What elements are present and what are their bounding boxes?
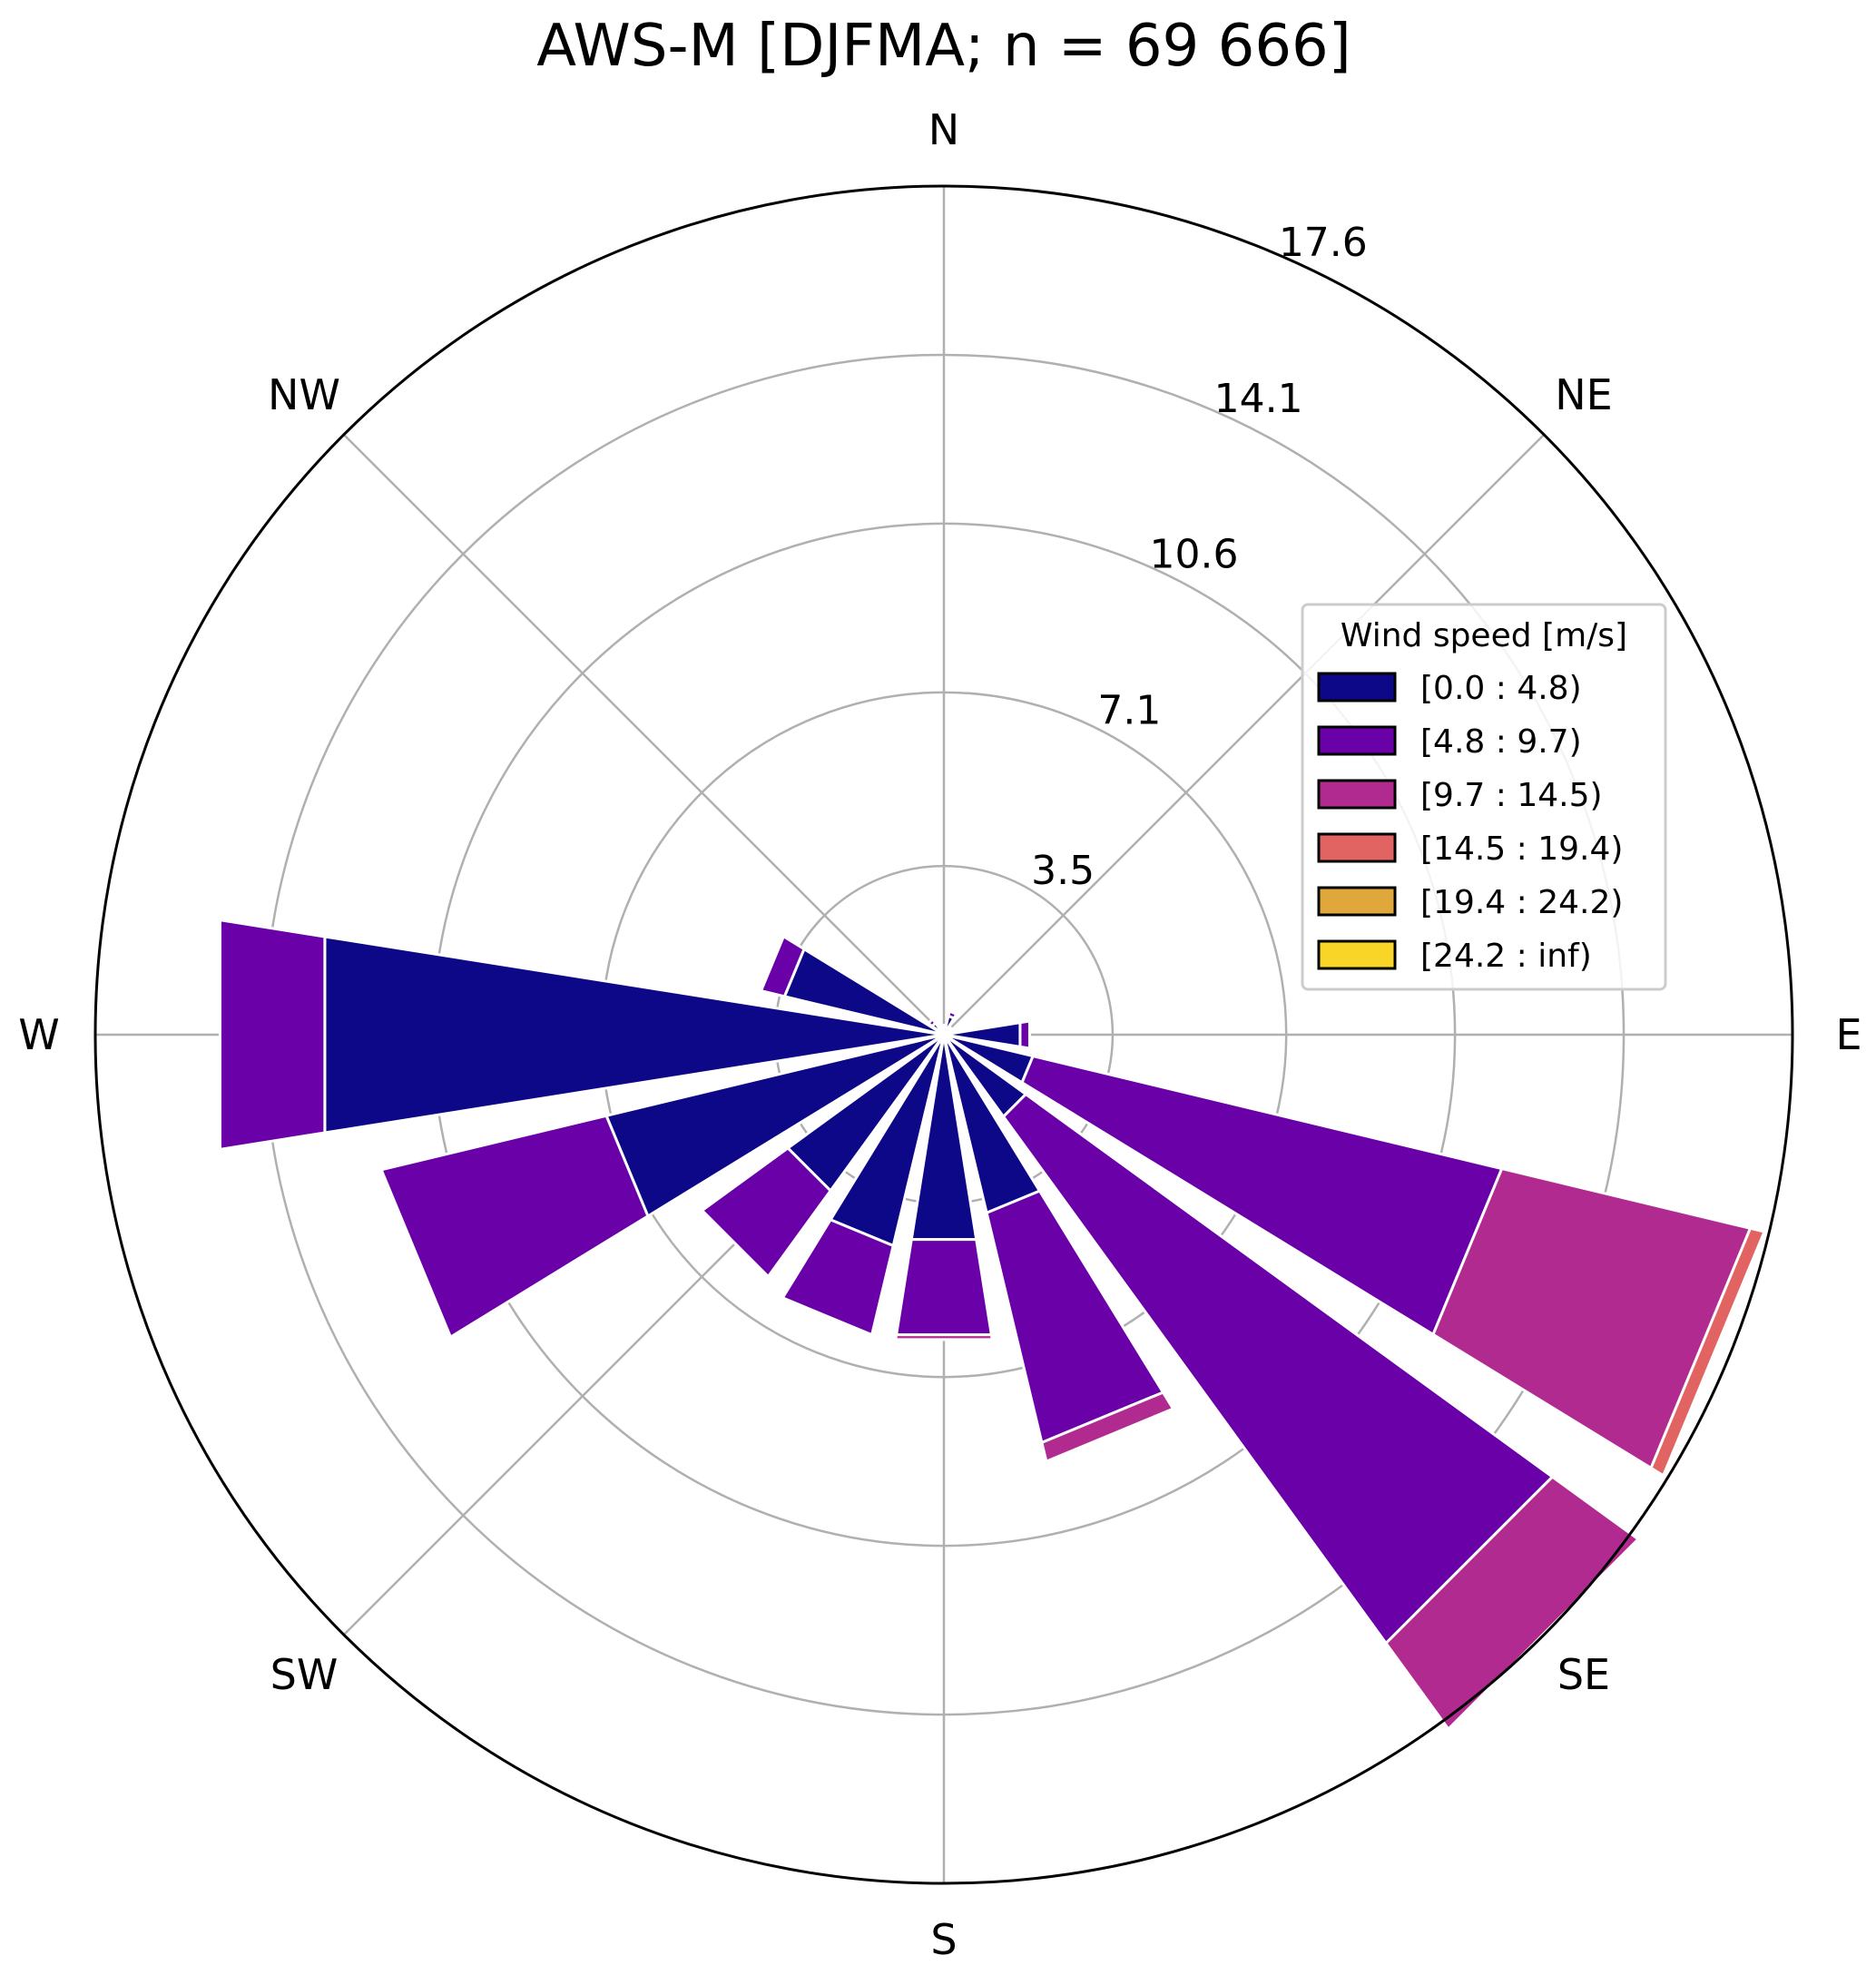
radial-tick-labels: 3.5 7.1 10.6 14.1 17.6 xyxy=(1031,220,1368,894)
wind-bar-segment xyxy=(781,1217,895,1337)
direction-label: N xyxy=(928,105,959,154)
legend-label: [14.5 : 19.4) xyxy=(1420,830,1623,868)
direction-label: NE xyxy=(1555,370,1612,419)
wind-bar-segment xyxy=(700,1145,833,1279)
wind-bar-segment xyxy=(379,1114,650,1340)
legend-title: Wind speed [m/s] xyxy=(1341,617,1627,654)
grid-spoke xyxy=(342,433,945,1036)
legend-label: [4.8 : 9.7) xyxy=(1420,723,1582,761)
direction-label: SW xyxy=(270,1650,339,1699)
wind-bar-segment xyxy=(894,1238,994,1337)
legend-label: [24.2 : inf) xyxy=(1420,938,1592,975)
wind-bar-segment xyxy=(1649,1226,1767,1478)
legend-swatch xyxy=(1317,939,1397,970)
wind-bar-segment xyxy=(759,934,806,998)
grid-spoke xyxy=(943,433,1546,1036)
direction-label: E xyxy=(1835,1010,1861,1059)
direction-label: NW xyxy=(268,370,340,419)
chart-title: AWS-M [DJFMA; n = 69 666] xyxy=(536,13,1351,80)
direction-label: S xyxy=(930,1915,957,1964)
radial-tick-label: 10.6 xyxy=(1150,532,1239,578)
radial-tick-label: 3.5 xyxy=(1031,848,1095,894)
legend-entries: [0.0 : 4.8) [4.8 : 9.7) [9.7 : 14.5) [14.5 … xyxy=(1317,670,1623,975)
radial-tick-label: 14.1 xyxy=(1214,376,1303,422)
legend-label: [0.0 : 4.8) xyxy=(1420,670,1582,707)
direction-label: W xyxy=(18,1010,59,1059)
legend-swatch xyxy=(1317,779,1397,810)
wind-bar-segment xyxy=(1040,1390,1175,1464)
wind-bar-segment xyxy=(939,1027,946,1036)
radial-tick-label: 17.6 xyxy=(1279,220,1368,266)
direction-label: SE xyxy=(1557,1650,1610,1699)
wind-bar-segment xyxy=(926,1017,938,1028)
legend-label: [19.4 : 24.2) xyxy=(1420,884,1623,921)
legend-swatch xyxy=(1317,672,1397,703)
legend-swatch xyxy=(1317,886,1397,917)
radial-tick-label: 7.1 xyxy=(1097,688,1161,734)
wind-bar-segment xyxy=(947,1009,959,1020)
legend-swatch xyxy=(1317,832,1397,863)
wind-bar-segment xyxy=(218,918,327,1152)
legend: Wind speed [m/s] [0.0 : 4.8)[4.8 : 9.7)[… xyxy=(1301,603,1667,991)
wind-bar-segment xyxy=(894,1333,994,1341)
outer-frame xyxy=(93,184,1794,1885)
legend-swatch xyxy=(1317,725,1397,756)
wind-rose-bars xyxy=(218,918,1767,1732)
legend-label: [9.7 : 14.5) xyxy=(1420,777,1603,814)
direction-labels: N NE E SE S SW W NW xyxy=(18,105,1861,1964)
wind-bar-segment xyxy=(1018,1019,1031,1050)
wind-bar-segment xyxy=(1384,1475,1641,1732)
